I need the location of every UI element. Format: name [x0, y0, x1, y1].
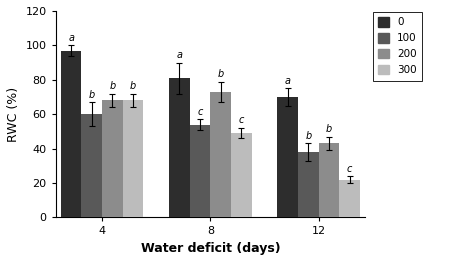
Bar: [190, 124, 210, 217]
Text: b: b: [218, 69, 224, 79]
Bar: [339, 180, 360, 217]
Bar: [298, 152, 319, 217]
Text: b: b: [89, 90, 95, 100]
Text: c: c: [197, 107, 203, 117]
Bar: [102, 100, 123, 217]
Text: c: c: [238, 115, 244, 125]
Text: b: b: [326, 124, 332, 134]
Bar: [82, 114, 102, 217]
Text: a: a: [176, 50, 182, 60]
Bar: [231, 133, 252, 217]
Bar: [319, 144, 339, 217]
Legend: 0, 100, 200, 300: 0, 100, 200, 300: [374, 12, 422, 80]
Text: b: b: [130, 81, 136, 91]
Text: b: b: [109, 81, 116, 91]
X-axis label: Water deficit (days): Water deficit (days): [140, 242, 280, 255]
Text: a: a: [68, 33, 74, 43]
Text: b: b: [305, 131, 311, 141]
Text: c: c: [347, 163, 352, 174]
Bar: [123, 100, 143, 217]
Bar: [277, 97, 298, 217]
Bar: [169, 78, 190, 217]
Bar: [210, 92, 231, 217]
Y-axis label: RWC (%): RWC (%): [7, 87, 20, 142]
Text: a: a: [285, 76, 291, 86]
Bar: [61, 51, 82, 217]
